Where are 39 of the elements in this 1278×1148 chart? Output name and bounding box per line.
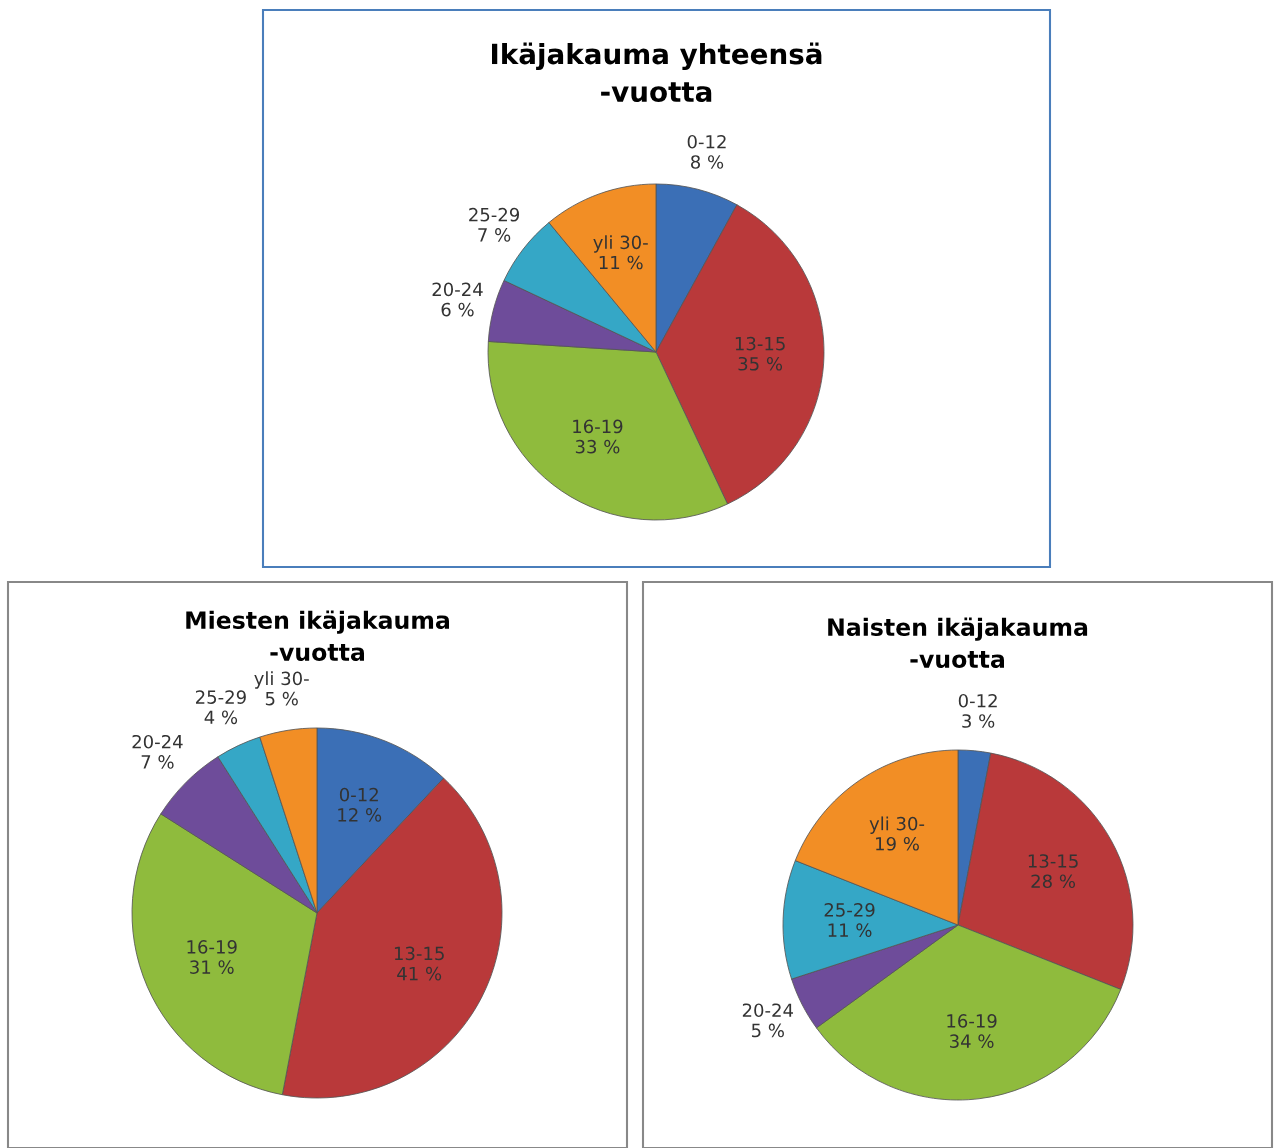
slice-label: 0-12	[687, 134, 726, 149]
slice-label: yli 30-	[593, 235, 648, 253]
slice-label: 16-19	[573, 419, 623, 434]
data-label: 19 %	[876, 836, 919, 851]
data-label: 41 %	[397, 966, 442, 981]
slice-label: 13-15	[1028, 854, 1078, 868]
slice-label: 20-24	[132, 734, 183, 749]
data-label: 7 %	[478, 228, 511, 242]
slice-label: 25-29	[469, 207, 520, 222]
data-label: 31 %	[190, 960, 234, 974]
slice-label: 0-12	[958, 693, 997, 708]
data-label: 3 %	[962, 714, 995, 728]
slice-label: 20-24	[742, 1003, 793, 1018]
slice-label: 16-19	[947, 1014, 997, 1028]
chart-title: Ikäjakauma yhteensä -vuotta	[492, 42, 822, 103]
slice-label: 13-15	[394, 946, 444, 961]
slice-label: 13-15	[735, 336, 785, 351]
data-label: 7 %	[141, 755, 174, 769]
slice-label: 0-12	[339, 787, 378, 802]
data-label: 28 %	[1031, 874, 1076, 889]
data-label: 11 %	[828, 923, 872, 937]
data-label: 35 %	[738, 356, 783, 371]
slice-label: 25-29	[195, 690, 246, 704]
data-label: 11 %	[599, 255, 643, 270]
slice-label: yli 30-	[254, 671, 309, 689]
slice-label: 25-29	[824, 903, 875, 917]
slice-label: 16-19	[187, 940, 237, 954]
data-label: 33 %	[575, 439, 620, 454]
slice-label: 20-24	[432, 282, 483, 297]
data-label: 8 %	[691, 155, 724, 169]
data-label: 6 %	[441, 302, 474, 317]
data-label: 34 %	[950, 1034, 994, 1048]
slice-label: yli 30-	[869, 816, 925, 834]
data-label: 4 %	[204, 710, 238, 725]
data-label: 12 %	[338, 808, 382, 822]
data-label: 5 %	[751, 1023, 784, 1038]
data-label: 5 %	[265, 691, 298, 706]
chart-title: Naisten ikäjakauma -vuotta	[828, 617, 1088, 669]
chart-title: Miesten ikäjakauma -vuotta	[186, 610, 449, 662]
